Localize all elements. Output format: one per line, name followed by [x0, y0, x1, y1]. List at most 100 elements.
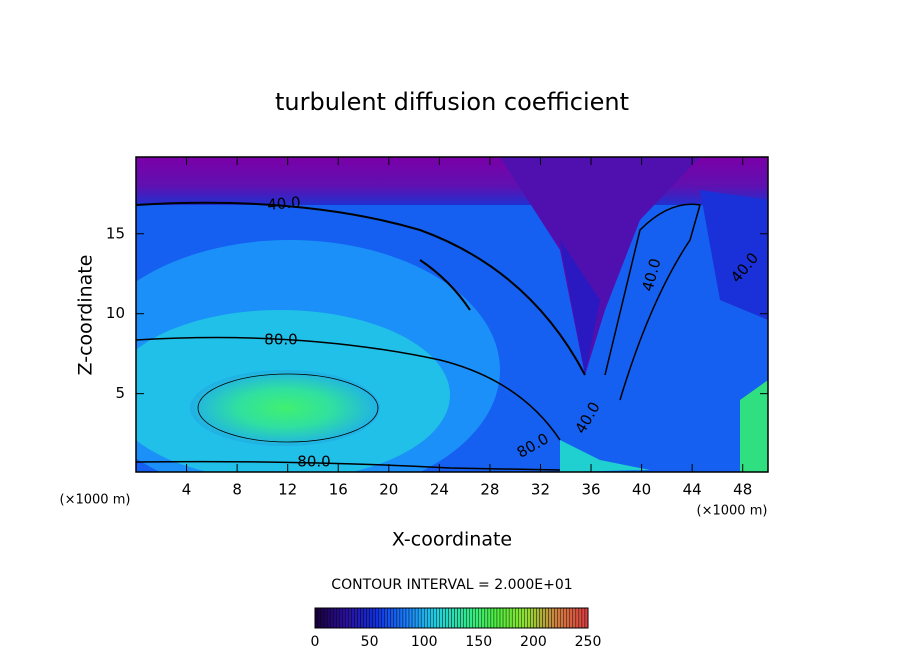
colorbar-cell — [508, 607, 513, 629]
colorbar-cell — [484, 607, 489, 629]
colorbar-cell — [472, 607, 476, 629]
colorbar-cell — [339, 607, 343, 629]
colorbar-cell — [493, 607, 498, 629]
x-axis-label: X-coordinate — [392, 529, 512, 551]
plot-frame — [135, 156, 769, 473]
colorbar-cell — [393, 607, 398, 629]
x-tick-label: 40 — [632, 481, 651, 499]
colorbar-cell — [572, 607, 577, 629]
colorbar-cell — [369, 607, 373, 629]
x-tick-label: 28 — [480, 481, 499, 499]
colorbar-cell — [466, 607, 470, 629]
colorbar-cell — [402, 607, 407, 629]
colorbar-cell — [323, 607, 328, 629]
colorbar-cell — [566, 607, 570, 629]
colorbar-cell — [375, 607, 379, 629]
contour-label: 80.0 — [297, 453, 330, 471]
colorbar-cell — [399, 607, 404, 629]
colorbar-cell — [551, 607, 555, 629]
colorbar-cell — [439, 607, 443, 629]
colorbar-cell — [396, 607, 401, 629]
contour-label: 40.0 — [267, 193, 302, 214]
contour-field — [136, 157, 768, 472]
colorbar-cell — [502, 607, 507, 629]
colorbar-cell — [366, 607, 370, 629]
colorbar-cell — [542, 607, 546, 629]
colorbar-cell — [445, 607, 449, 629]
colorbar-cell — [451, 607, 455, 629]
colorbar-cell — [348, 607, 352, 629]
colorbar-cell — [487, 607, 492, 629]
colorbar-cell — [539, 607, 543, 629]
colorbar-cell — [430, 607, 434, 629]
colorbar-cell — [511, 607, 516, 629]
colorbar-cell — [463, 607, 467, 629]
colorbar-cell — [317, 607, 322, 629]
colorbar-cell — [424, 607, 428, 629]
x-tick-label: 24 — [430, 481, 449, 499]
colorbar-cell — [420, 607, 425, 629]
colorbar-cell — [414, 607, 419, 629]
colorbar-cell — [460, 607, 464, 629]
colorbar-cell — [417, 607, 422, 629]
colorbar-cell — [578, 607, 583, 629]
colorbar-cell — [557, 607, 561, 629]
colorbar-cell — [378, 607, 382, 629]
colorbar-cell — [490, 607, 495, 629]
y-tick-label: 15 — [106, 224, 125, 242]
colorbar-cell — [329, 607, 334, 629]
contour-interval: CONTOUR INTERVAL = 2.000E+01 — [331, 577, 572, 593]
colorbar-cell — [354, 607, 358, 629]
x-tick-label: 36 — [581, 481, 600, 499]
colorbar-cell — [384, 607, 388, 629]
x-tick-label: 48 — [733, 481, 752, 499]
colorbar-cell — [481, 607, 486, 629]
colorbar-cell — [530, 607, 534, 629]
colorbar-cell — [563, 607, 567, 629]
colorbar-cell — [342, 607, 346, 629]
colorbar-tick-label: 150 — [465, 634, 492, 650]
colorbar-cell — [336, 607, 340, 629]
colorbar-cell — [499, 607, 504, 629]
colorbar-cell — [454, 607, 458, 629]
colorbar-cell — [518, 607, 522, 629]
x-tick-label: 20 — [379, 481, 398, 499]
y-axis-label: Z-coordinate — [75, 255, 97, 376]
colorbar-cell — [363, 607, 367, 629]
colorbar-cell — [405, 607, 410, 629]
colorbar-cell — [536, 607, 540, 629]
colorbar-cell — [411, 607, 416, 629]
colorbar-frame — [314, 607, 589, 629]
colorbar-cell — [436, 607, 440, 629]
contour-label: 80.0 — [264, 331, 297, 349]
colorbar-tick-label: 200 — [520, 634, 547, 650]
colorbar-cell — [372, 607, 376, 629]
colorbar-cell — [581, 607, 586, 629]
x-unit-label: (×1000 m) — [697, 504, 768, 519]
x-tick-label: 16 — [329, 481, 348, 499]
colorbar-cell — [575, 607, 580, 629]
colorbar-cell — [387, 607, 392, 629]
x-tick-label: 8 — [232, 481, 242, 499]
colorbar-cell — [345, 607, 349, 629]
colorbar-cell — [569, 607, 574, 629]
x-tick-label: 4 — [182, 481, 192, 499]
colorbar-cell — [360, 607, 364, 629]
colorbar-cell — [496, 607, 501, 629]
y-tick-label: 5 — [115, 384, 125, 402]
colorbar-cell — [545, 607, 549, 629]
colorbar-tick-label: 50 — [361, 634, 379, 650]
colorbar-cell — [554, 607, 558, 629]
colorbar-cell — [326, 607, 331, 629]
colorbar-cell — [448, 607, 452, 629]
colorbar-cell — [478, 607, 483, 629]
colorbar-cell — [320, 607, 325, 629]
colorbar-cell — [548, 607, 552, 629]
colorbar-cell — [351, 607, 355, 629]
colorbar-cell — [527, 607, 531, 629]
colorbar-cell — [475, 607, 479, 629]
colorbar-tick-label: 0 — [311, 634, 320, 650]
colorbar-cell — [515, 607, 519, 629]
